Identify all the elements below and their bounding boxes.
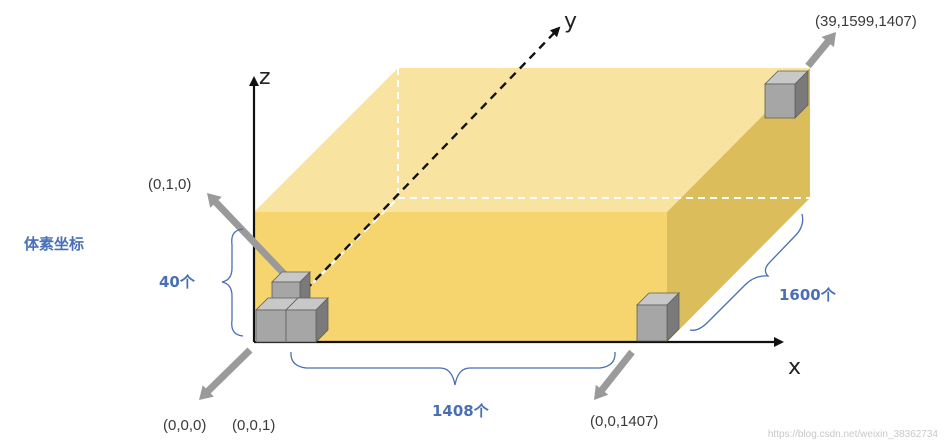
brace-x (290, 351, 616, 386)
title-label: 体素坐标 (24, 235, 84, 253)
box-front-face (254, 212, 667, 342)
coord-end-x: (0,0,1407) (590, 413, 658, 430)
brace-y (689, 213, 804, 331)
coord-next-z: (0,1,0) (148, 176, 191, 193)
coord-next-x: (0,0,1) (232, 417, 275, 434)
arrow-end-x (594, 349, 635, 400)
x-axis-label: x (788, 355, 801, 380)
count-y-label: 1600个 (779, 286, 837, 304)
coord-far-corner: (39,1599,1407) (815, 13, 917, 30)
coord-origin: (0,0,0) (163, 417, 206, 434)
brace-z (221, 228, 244, 337)
count-z-label: 40个 (159, 273, 196, 291)
y-axis-label: y (564, 9, 577, 34)
box-side-face (667, 68, 810, 342)
z-axis-label: z (259, 65, 271, 90)
watermark: https://blog.csdn.net/weixin_38362734 (768, 429, 939, 440)
y-axis (295, 26, 561, 301)
arrow-next-z (207, 193, 293, 283)
cube-far-corner (764, 70, 809, 119)
cube-end-x (636, 292, 680, 342)
cube-next-x (285, 297, 329, 343)
box-top-face (254, 68, 810, 212)
arrow-origin (199, 347, 253, 400)
grey-arrows (199, 32, 836, 400)
arrow-far-corner (805, 32, 836, 69)
voxel-cubes (255, 70, 809, 343)
count-x-label: 1408个 (432, 402, 490, 420)
